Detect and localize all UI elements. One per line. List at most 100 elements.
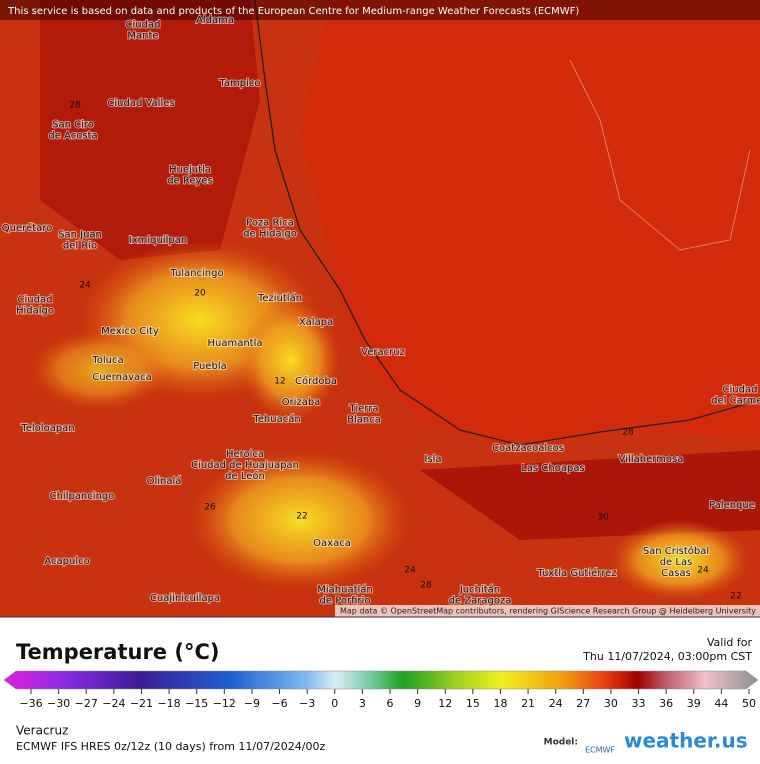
contour-label: 24 — [697, 566, 709, 576]
city-label: Ixmiquilpan — [129, 235, 187, 246]
colorbar-tick-label: −6 — [271, 697, 287, 710]
cool-area — [30, 330, 170, 410]
city-label: Oaxaca — [313, 538, 351, 549]
colorbar-tick-label: 33 — [632, 697, 646, 710]
contour-label: 28 — [420, 581, 432, 591]
colorbar-tick-label: −3 — [299, 697, 315, 710]
contour-label: 28 — [69, 101, 81, 111]
city-label: San Juan — [58, 230, 102, 241]
city-label: Las Choapas — [521, 463, 584, 474]
city-label: Acapulco — [44, 556, 89, 567]
colorbar-tick-label: 39 — [687, 697, 701, 710]
city-label: Tulancingo — [169, 268, 223, 279]
city-label: Tehuacán — [252, 413, 300, 425]
city-label: Huamantla — [207, 338, 262, 349]
cool-area — [240, 300, 340, 420]
city-label: Córdoba — [295, 375, 337, 387]
contour-label: 30 — [597, 513, 609, 523]
city-label: Cuernavaca — [92, 372, 152, 383]
colorbar-tick-label: 24 — [549, 697, 563, 710]
city-label: Querétaro — [2, 222, 52, 234]
city-label: Puebla — [193, 361, 227, 372]
contour — [569, 59, 751, 251]
colorbar-tick-label: −24 — [102, 697, 125, 710]
city-label: Ciudad — [723, 385, 758, 396]
contour-label: 24 — [404, 566, 416, 576]
city-label: Coatzacoalcos — [492, 443, 564, 454]
colorbar-tick-label: 30 — [604, 697, 618, 710]
city-label: Juchitán — [459, 584, 500, 596]
city-label: de Porfirio — [320, 596, 371, 607]
city-label: Casas — [661, 568, 691, 579]
city-label: Veracruz — [361, 347, 405, 358]
attribution-bg — [335, 605, 760, 617]
city-label: del Carmen — [711, 396, 760, 407]
colorbar-tick-label: −30 — [47, 697, 70, 710]
colorbar-tick-label: 15 — [466, 697, 480, 710]
city-label: Mante — [127, 31, 158, 42]
city-label: Xalapa — [299, 317, 333, 328]
colorbar-tick-label: 18 — [493, 697, 507, 710]
city-label: de Reyes — [167, 176, 213, 187]
city-label: Chilpancingo — [50, 491, 115, 502]
colorbar-tick-label: 9 — [414, 697, 421, 710]
contour-label: 28 — [622, 428, 634, 438]
colorbar-tick-label: −36 — [19, 697, 42, 710]
city-label: de Zaragoza — [449, 596, 512, 607]
colorbar-tick-label: −15 — [185, 697, 208, 710]
city-label: Miahuatlán — [317, 584, 373, 596]
colorbar-tick-label: −21 — [130, 697, 153, 710]
legend-title: Temperature (°C) — [16, 640, 219, 664]
city-label: Teziutlán — [257, 292, 302, 304]
brand: weather.us — [624, 729, 748, 753]
colorbar-tick-label: 50 — [742, 697, 756, 710]
valid-label: Valid for — [707, 636, 753, 649]
city-label: Orizaba — [282, 397, 321, 408]
colorbar-tick-label: 12 — [438, 697, 452, 710]
colorbar-tick-label: 36 — [659, 697, 673, 710]
colorbar-tick-label: 27 — [576, 697, 590, 710]
attribution: Map data © OpenStreetMap contributors, r… — [340, 607, 756, 616]
colorbar-tick-label: 3 — [359, 697, 366, 710]
city-label: Ciudad — [18, 295, 53, 306]
colorbar-tick-label: −12 — [213, 697, 236, 710]
banner-bg — [0, 0, 760, 20]
city-label: Ciudad — [126, 20, 161, 31]
cool-area — [190, 450, 410, 590]
city-label: de Las — [660, 557, 693, 568]
city-label: Mexico City — [101, 326, 159, 337]
city-label: de Hidalgo — [243, 229, 297, 240]
city-label: Teloloapan — [20, 423, 74, 434]
land-warm — [40, 0, 260, 260]
contour-label: 24 — [79, 281, 91, 291]
contour-label: 26 — [204, 503, 216, 513]
city-label: Olinalá — [147, 475, 182, 487]
colorbar-tick-label: −18 — [157, 697, 180, 710]
colorbar-tick-label: 21 — [521, 697, 535, 710]
banner: This service is based on data and produc… — [7, 6, 579, 17]
city-label: Aldama — [196, 15, 234, 26]
city-label: de León — [225, 470, 265, 482]
city-label: Huejutla — [169, 165, 211, 176]
city-label: Ciudad Valles — [107, 98, 174, 109]
city-label: San Cristóbal — [643, 545, 709, 557]
contour-label: 20 — [194, 289, 206, 299]
city-label: de Acosta — [48, 131, 97, 142]
colorbar-tick-label: −9 — [244, 697, 260, 710]
colorbar-tick-label: 0 — [331, 697, 338, 710]
city-label: Heroica — [226, 449, 264, 460]
city-label: San Ciro — [52, 120, 94, 131]
city-label: Villahermosa — [619, 454, 684, 465]
cool-area — [610, 520, 750, 600]
city-label: Toluca — [91, 355, 123, 366]
model-label: Model: — [544, 738, 578, 748]
colorbar-tick-label: 6 — [387, 697, 394, 710]
city-label: Tampico — [218, 78, 260, 89]
contour-label: 22 — [296, 512, 307, 522]
city-label: Blanca — [347, 415, 381, 426]
city-label: Ciudad de Huajuapan — [191, 460, 299, 471]
city-label: Palenque — [709, 500, 755, 511]
colorbar-tick-label: 44 — [714, 697, 728, 710]
